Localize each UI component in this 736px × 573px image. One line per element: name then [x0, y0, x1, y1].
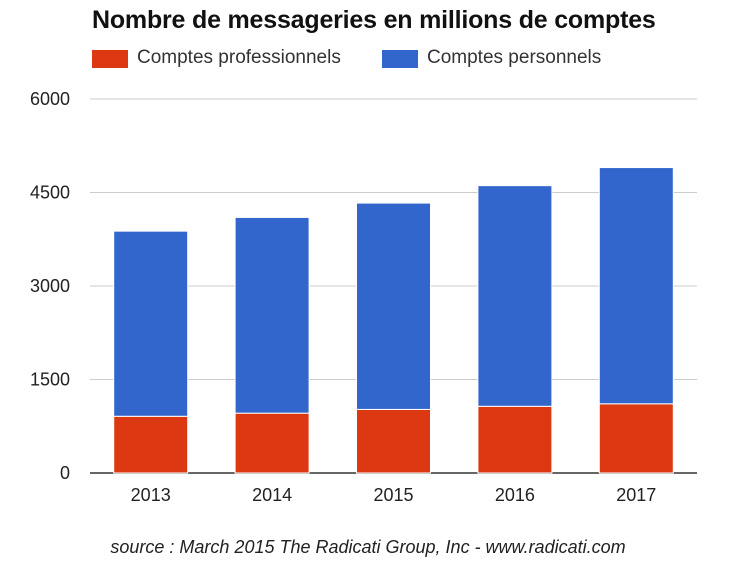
bar-segment-professionnels — [356, 408, 431, 474]
legend-swatch-professionnels — [92, 50, 128, 68]
bar-segment-personnels — [356, 202, 431, 410]
x-tick-label: 2015 — [373, 485, 413, 505]
x-axis-ticks: 2013 2014 2015 2016 2017 — [131, 485, 657, 505]
y-tick-label: 0 — [60, 463, 70, 483]
bars — [113, 167, 674, 474]
bar-segment-personnels — [234, 216, 310, 414]
x-tick-label: 2013 — [131, 485, 171, 505]
legend-swatch-personnels — [382, 50, 418, 68]
x-tick-label: 2017 — [616, 485, 656, 505]
x-tick-label: 2016 — [495, 485, 535, 505]
bar-segment-professionnels — [113, 415, 189, 474]
y-axis-ticks: 0 1500 3000 4500 6000 — [30, 89, 70, 483]
legend-label-professionnels: Comptes professionnels — [137, 47, 341, 68]
legend-label-personnels: Comptes personnels — [427, 47, 602, 68]
y-tick-label: 1500 — [30, 370, 70, 390]
y-tick-label: 3000 — [30, 276, 70, 296]
bar-chart: 0 1500 3000 4500 6000 2013 2014 2015 2016 2017 — [30, 89, 697, 505]
bar-segment-professionnels — [477, 405, 553, 474]
source-note: source : March 2015 The Radicati Group, … — [110, 537, 626, 557]
bar-segment-personnels — [113, 230, 189, 417]
x-tick-label: 2014 — [252, 485, 292, 505]
y-tick-label: 4500 — [30, 183, 70, 203]
y-tick-label: 6000 — [30, 89, 70, 109]
bar-segment-professionnels — [598, 403, 674, 474]
chart-title: Nombre de messageries en millions de com… — [92, 6, 656, 34]
bar-segment-personnels — [598, 167, 674, 405]
bar-segment-personnels — [477, 185, 553, 407]
bar-segment-professionnels — [234, 412, 310, 474]
